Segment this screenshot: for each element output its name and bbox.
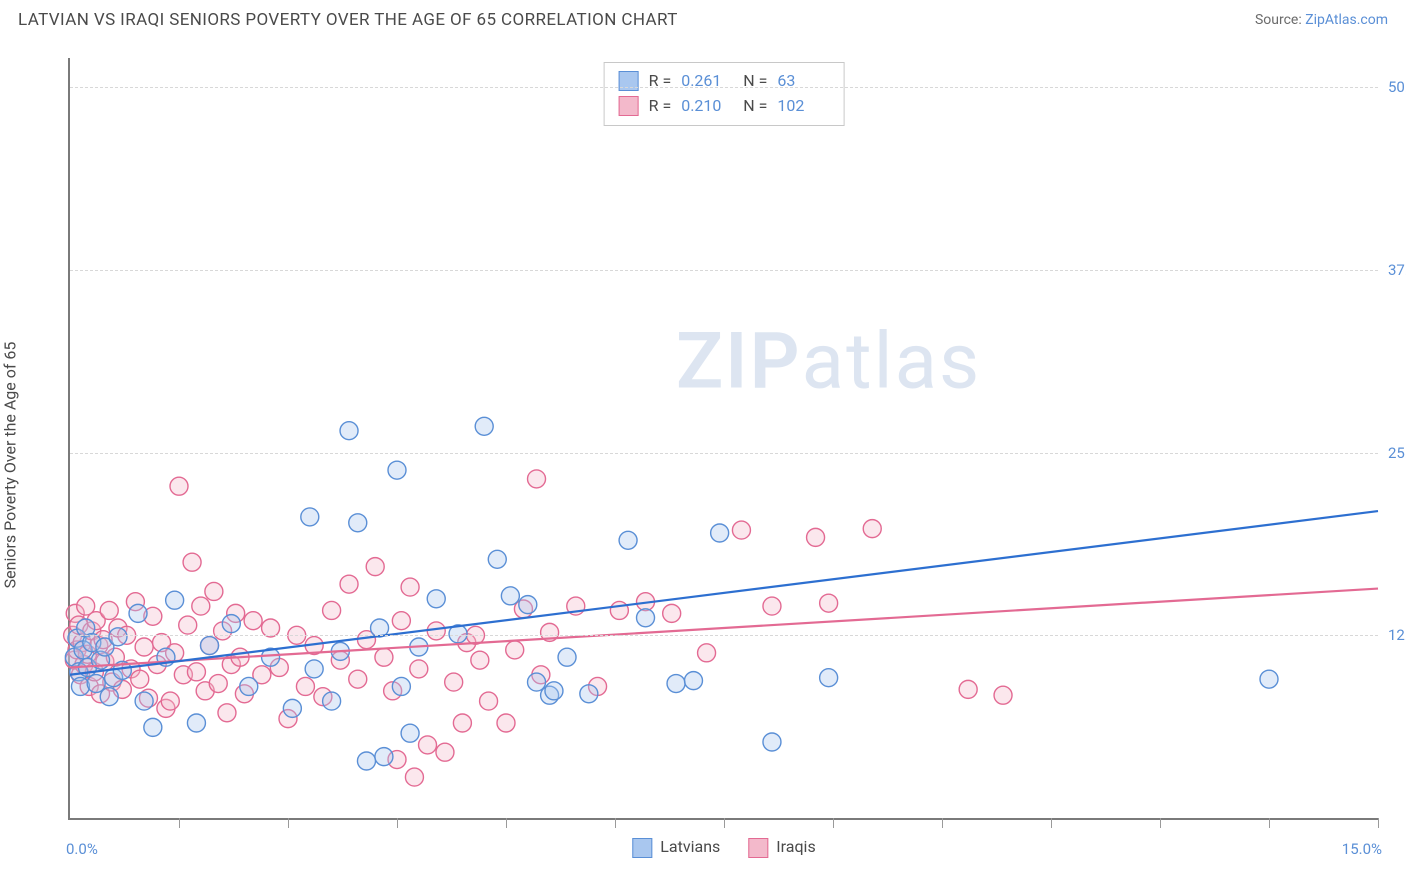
chart-header: LATVIAN VS IRAQI SENIORS POVERTY OVER TH… [0,0,1406,42]
x-tick [179,818,180,828]
x-tick [288,818,289,828]
source-label: Source: ZipAtlas.com [1255,12,1388,28]
x-tick [942,818,943,828]
x-tick [397,818,398,828]
legend-label-latvians: Latvians [660,837,720,856]
regression-line [70,511,1378,675]
y-tick-label: 50.0% [1380,78,1406,96]
gridline [70,270,1378,271]
x-tick [615,818,616,828]
chart-area: Seniors Poverty Over the Age of 65 ZIPat… [18,50,1388,880]
series-legend: Latvians Iraqis [632,837,815,858]
gridline [70,87,1378,88]
x-tick [1160,818,1161,828]
gridline [70,453,1378,454]
source-link[interactable]: ZipAtlas.com [1305,12,1388,28]
y-tick-label: 12.5% [1380,626,1406,644]
legend-item-latvians: Latvians [632,837,720,858]
x-tick [1378,818,1379,828]
x-tick [506,818,507,828]
y-tick-label: 37.5% [1380,261,1406,279]
y-tick-label: 25.0% [1380,444,1406,462]
source-prefix: Source: [1255,12,1305,28]
legend-swatch-iraqis [748,838,768,858]
x-tick [1269,818,1270,828]
plot-region: ZIPatlas R = 0.261 N = 63 R = 0.210 N = … [68,58,1378,820]
regression-line [70,589,1378,668]
regression-lines [70,58,1378,818]
x-axis-max-label: 15.0% [1342,840,1382,858]
x-axis-min-label: 0.0% [66,840,98,858]
gridline [70,635,1378,636]
x-tick [724,818,725,828]
x-tick [1051,818,1052,828]
legend-label-iraqis: Iraqis [776,837,815,856]
legend-swatch-latvians [632,838,652,858]
chart-title: LATVIAN VS IRAQI SENIORS POVERTY OVER TH… [18,10,678,30]
legend-item-iraqis: Iraqis [748,837,815,858]
y-axis-label: Seniors Poverty Over the Age of 65 [1,342,20,589]
x-tick [833,818,834,828]
